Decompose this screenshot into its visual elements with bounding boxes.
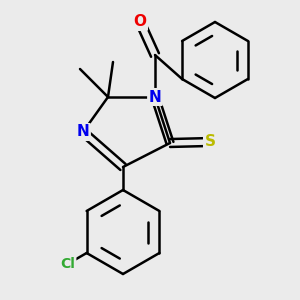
Text: N: N: [76, 124, 89, 140]
Text: O: O: [134, 14, 146, 29]
Text: Cl: Cl: [60, 257, 75, 271]
Text: S: S: [205, 134, 215, 149]
Text: N: N: [148, 89, 161, 104]
